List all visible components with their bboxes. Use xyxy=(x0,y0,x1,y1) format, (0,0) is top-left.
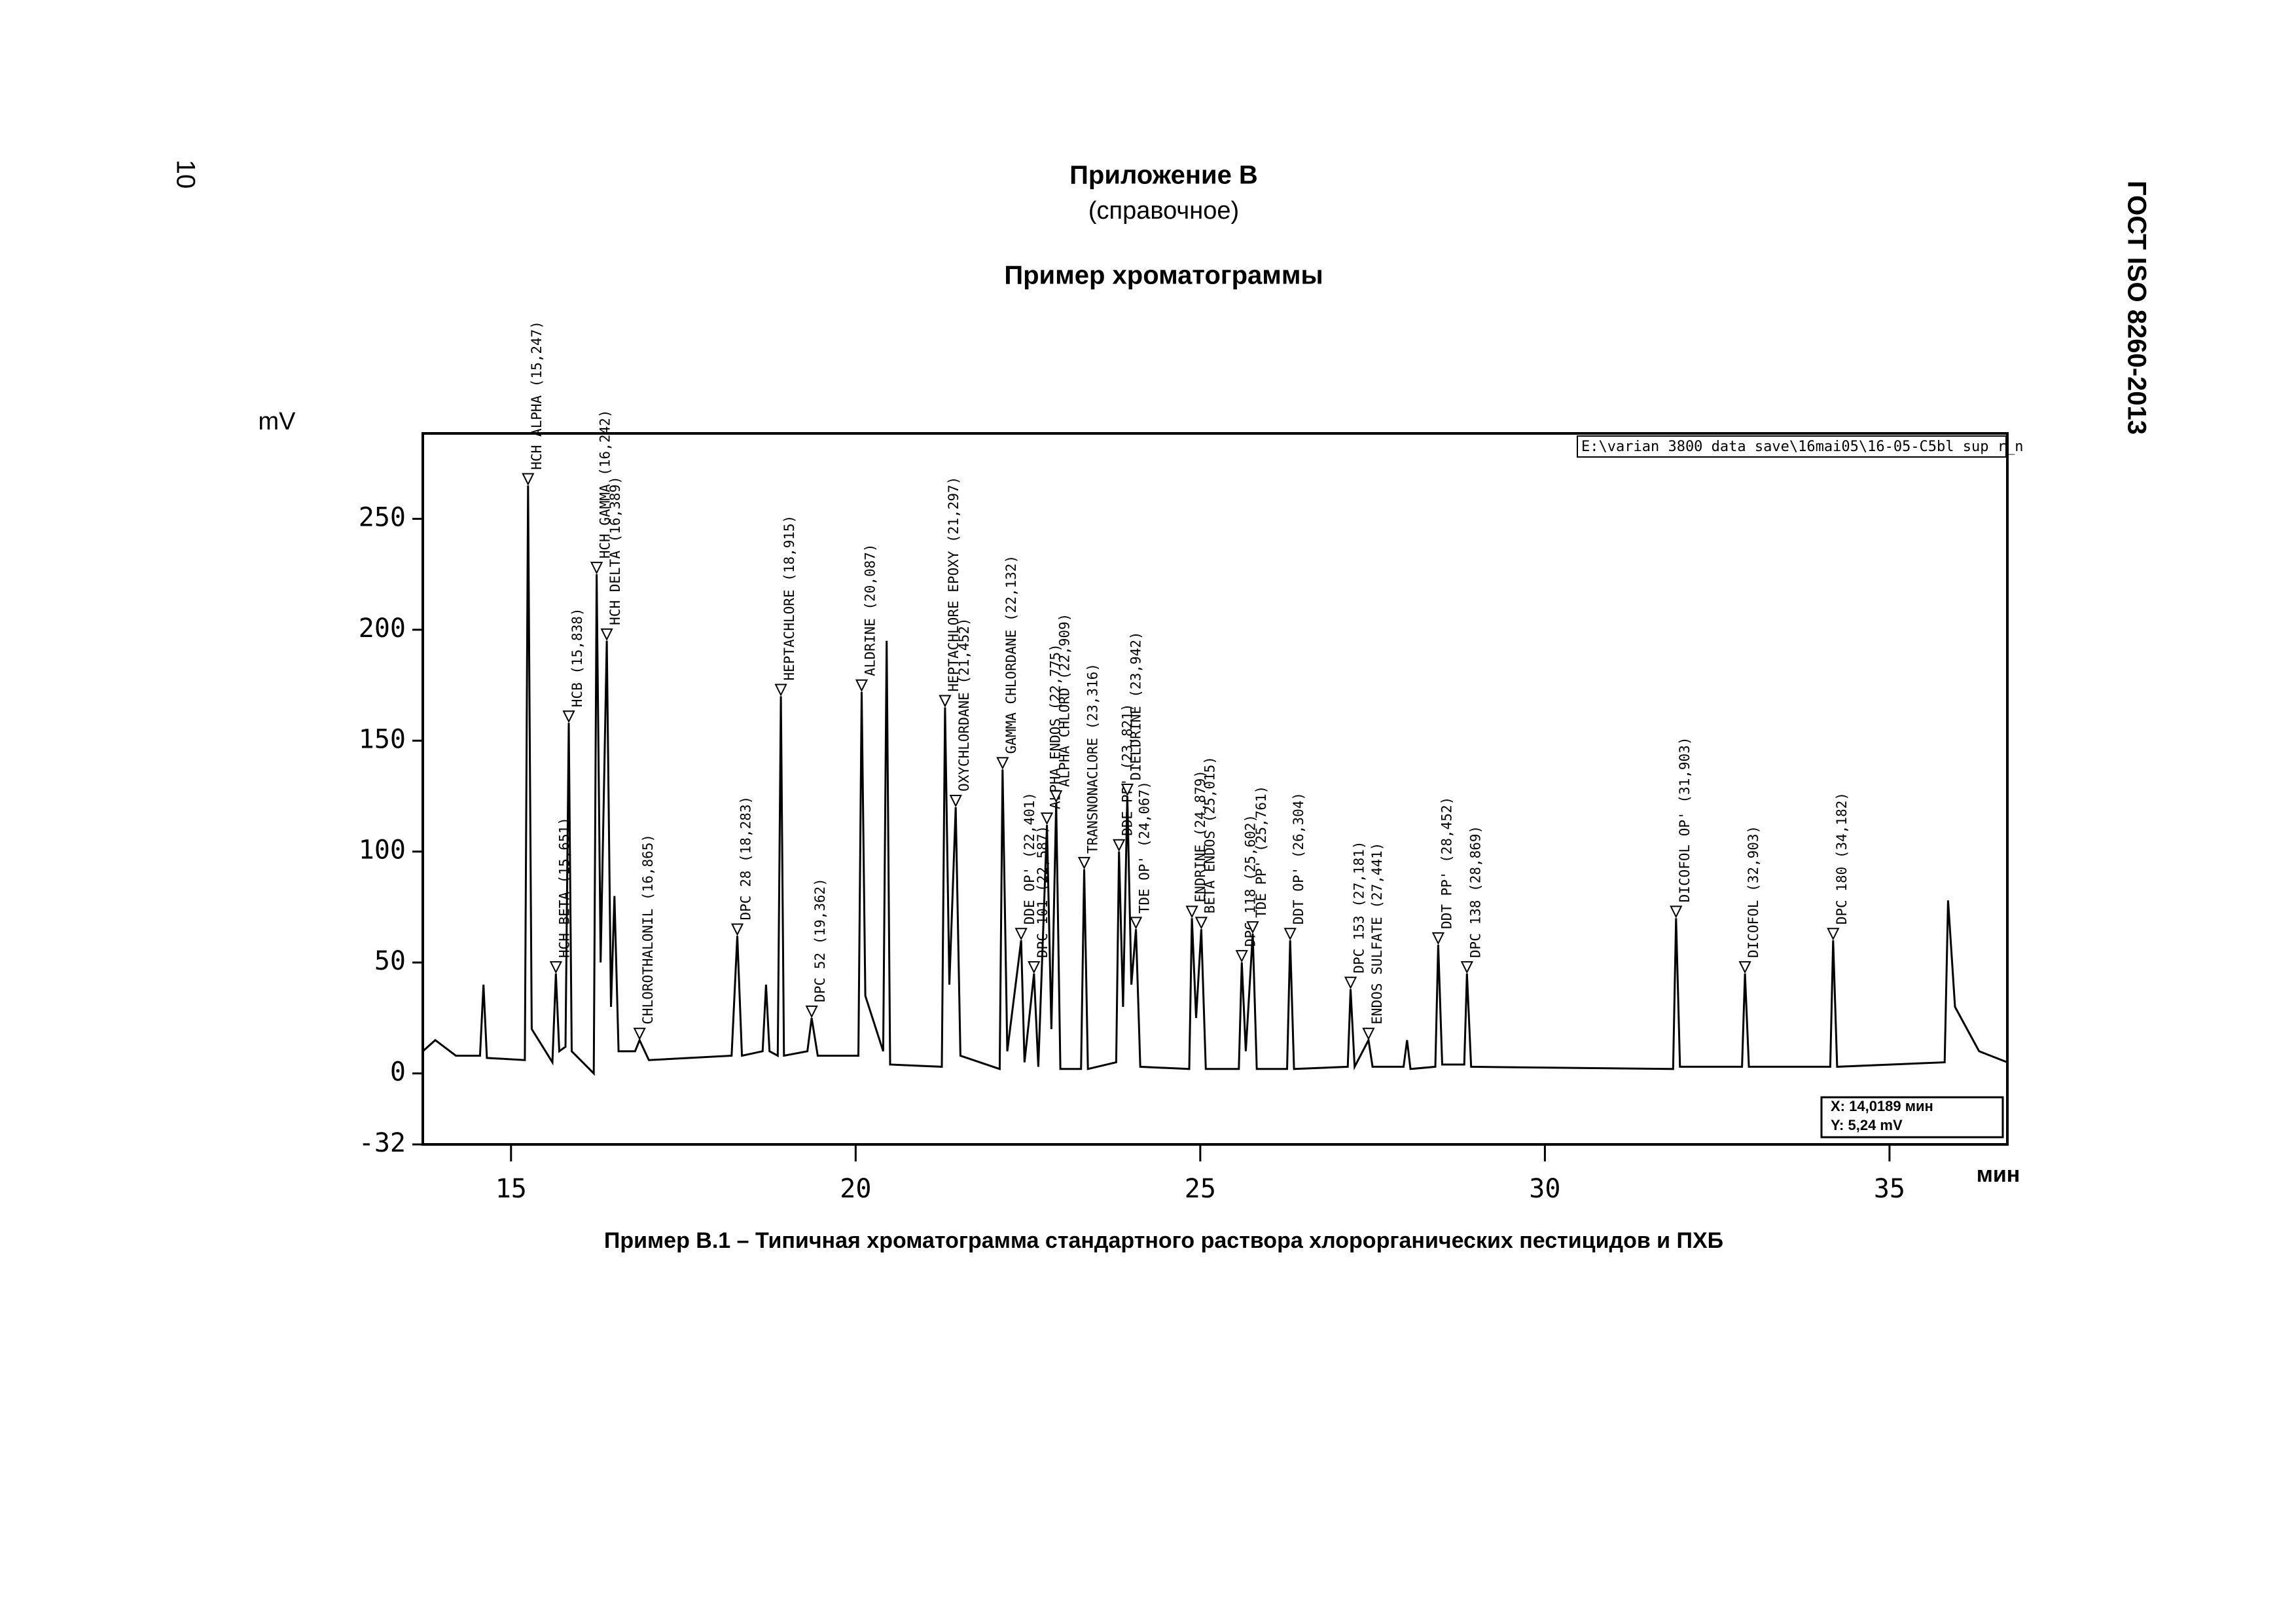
peak-label: DDE PP' (23,821) xyxy=(1120,703,1136,835)
peak-marker xyxy=(1194,917,1208,930)
peak-marker xyxy=(1670,905,1683,919)
peak-marker xyxy=(805,1005,818,1019)
x-tick-label: 35 xyxy=(1874,1174,1905,1204)
peak-marker xyxy=(939,695,952,708)
page-number: 10 xyxy=(171,160,200,189)
peak-label: BETA ENDOS (25,015) xyxy=(1202,756,1217,913)
peak-marker xyxy=(1738,961,1751,974)
peak-label: GAMMA CHLORDANE (22,132) xyxy=(1003,555,1019,754)
peak-label: DDE OP' (22,401) xyxy=(1022,792,1037,924)
peak-label: TRANSNONACLORE (23,316) xyxy=(1085,663,1101,854)
peak-marker xyxy=(1113,839,1126,852)
peak-label: ENDOS SULFATE (27,441) xyxy=(1369,843,1385,1025)
peak-label: DPC 138 (28,869) xyxy=(1467,826,1483,958)
peak-marker xyxy=(1077,856,1091,870)
peak-marker xyxy=(590,562,603,575)
peak-marker xyxy=(1121,784,1134,797)
y-tick-label: 150 xyxy=(359,724,406,754)
y-tick-label: 250 xyxy=(359,502,406,532)
peak-label: DPC 180 (34,182) xyxy=(1834,792,1850,924)
cursor-box xyxy=(1820,1096,2004,1139)
y-tick-label: 0 xyxy=(390,1057,406,1087)
peak-label: ALPHA CHLORD (22,909) xyxy=(1057,613,1073,788)
x-tick-label: 25 xyxy=(1185,1174,1216,1204)
peak-label: DPC 101 (22,587) xyxy=(1035,826,1050,958)
peak-marker xyxy=(1344,976,1357,990)
peak-marker xyxy=(1040,812,1054,826)
peak-label: DPC 28 (18,283) xyxy=(738,796,754,921)
appendix-title: Приложение В xyxy=(1069,161,1258,190)
x-axis-label: мин xyxy=(1977,1162,2020,1187)
peak-label: DICOFOL OP' (31,903) xyxy=(1677,737,1693,903)
peak-label: DPC 153 (27,181) xyxy=(1352,841,1367,974)
peak-marker xyxy=(730,923,744,936)
peak-marker xyxy=(1235,950,1248,963)
peak-marker xyxy=(1362,1027,1375,1040)
peak-label: HCH ALPHA (15,247) xyxy=(529,321,545,470)
peak-marker xyxy=(996,757,1009,770)
peak-marker xyxy=(1827,928,1840,941)
peak-label: HEPTACHLORE EPOXY (21,297) xyxy=(946,477,961,692)
peak-label: DICOFOL (32,903) xyxy=(1746,826,1761,958)
y-tick-label: 200 xyxy=(359,613,406,644)
peak-label: HCB (15,838) xyxy=(569,608,585,707)
cursor-x: X: 14,0189 мин xyxy=(1831,1098,1933,1114)
peak-marker xyxy=(1014,928,1028,941)
file-box xyxy=(1577,435,2007,458)
peak-label: HCH BETA (15,651) xyxy=(556,817,572,958)
peak-label: DDT OP' (26,304) xyxy=(1291,792,1306,924)
peak-label: CHLOROTHALONIL (16,865) xyxy=(640,834,656,1025)
y-tick-label: -32 xyxy=(359,1128,406,1158)
plot-frame xyxy=(422,432,2009,1146)
peak-label: ENDRINE (24,879) xyxy=(1193,770,1208,902)
peak-marker xyxy=(1246,921,1259,934)
peak-label: DDT PP' (28,452) xyxy=(1439,797,1454,929)
peak-marker xyxy=(1283,928,1297,941)
file-path: E:\varian 3800 data save\16mai05\16-05-C… xyxy=(1581,439,2024,455)
x-tick-label: 15 xyxy=(495,1174,527,1204)
y-axis-label: mV xyxy=(259,408,296,435)
caption: Пример В.1 – Типичная хроматограмма стан… xyxy=(604,1228,1723,1253)
peak-label: DIELDRINE (23,942) xyxy=(1128,631,1143,780)
peak-label: ALPHA ENDOS (22,775) xyxy=(1048,644,1064,809)
cursor-y: Y: 5,24 mV xyxy=(1831,1117,1903,1133)
x-tick-label: 20 xyxy=(840,1174,871,1204)
trace xyxy=(422,485,2008,1076)
y-tick-label: 100 xyxy=(359,835,406,866)
peak-label: HEPTACHLORE (18,915) xyxy=(781,515,797,681)
peak-label: ALDRINE (20,087) xyxy=(862,543,878,676)
peak-marker xyxy=(522,473,535,486)
peak-label: TDE PP' (25,761) xyxy=(1253,786,1269,918)
peak-marker xyxy=(1129,917,1143,930)
peak-marker xyxy=(1460,961,1473,974)
peak-label: TDE OP' (24,067) xyxy=(1137,781,1153,913)
peak-marker xyxy=(1028,961,1041,974)
peak-marker xyxy=(1185,905,1198,919)
peak-marker xyxy=(549,961,562,974)
peak-marker xyxy=(633,1027,646,1040)
appendix-note: (справочное) xyxy=(1088,197,1239,225)
peak-label: HCH DELTA (16,389) xyxy=(607,476,623,625)
x-tick-label: 30 xyxy=(1529,1174,1560,1204)
peak-marker xyxy=(1431,932,1444,945)
peak-label: HCH GAMMA (16,242) xyxy=(598,410,613,559)
peak-marker xyxy=(855,679,869,692)
y-tick-label: 50 xyxy=(374,946,406,976)
peak-marker xyxy=(1050,790,1063,803)
peak-marker xyxy=(600,628,613,642)
peak-label: DPC 52 (19,362) xyxy=(812,878,828,1002)
peak-marker xyxy=(562,710,575,723)
standard-id: ГОСТ ISO 8260-2013 xyxy=(2122,181,2151,435)
peak-marker xyxy=(949,794,962,808)
section-title: Пример хроматограммы xyxy=(1004,261,1323,290)
peak-marker xyxy=(774,684,787,697)
peak-label: OXYCHLORDANE (21,452) xyxy=(956,617,972,792)
